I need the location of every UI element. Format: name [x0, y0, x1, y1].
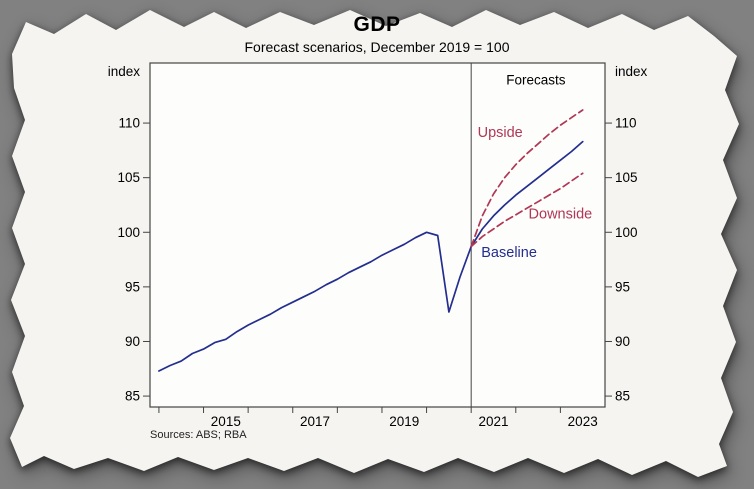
y-tick-label-right: 105 — [615, 170, 638, 185]
forecasts-label: Forecasts — [506, 72, 566, 87]
baseline-line — [470, 140, 584, 248]
y-tick-label-right: 85 — [615, 389, 630, 404]
y-tick-label-right: 110 — [615, 116, 637, 131]
x-tick-label: 2021 — [478, 414, 508, 429]
upside-line — [470, 109, 584, 248]
y-tick-label-left: 95 — [125, 279, 140, 294]
y-axis-unit-right: index — [615, 64, 648, 79]
y-axis-unit-left: index — [108, 64, 141, 79]
x-tick-label: 2017 — [300, 414, 330, 429]
x-tick-label: 2023 — [568, 414, 598, 429]
chart-subtitle: Forecast scenarios, December 2019 = 100 — [244, 39, 510, 55]
y-tick-label-left: 85 — [125, 389, 140, 404]
chart-title: GDP — [353, 13, 401, 36]
y-tick-label-left: 100 — [117, 225, 140, 240]
gdp-line-chart: 85 85 90 90 95 95 100 100 105 105 110 110 2015 2017 20… — [108, 62, 648, 429]
sources-note: Sources: ABS; RBA — [150, 429, 247, 441]
upside-label: Upside — [478, 125, 523, 141]
y-tick-label-left: 90 — [125, 334, 140, 349]
y-tick-label-right: 95 — [615, 279, 630, 294]
y-tick-label-right: 90 — [615, 334, 630, 349]
plot-border — [149, 62, 606, 408]
y-tick-label-left: 110 — [118, 116, 140, 131]
history-line — [158, 231, 473, 372]
y-tick-label-right: 100 — [615, 225, 638, 240]
x-tick-label: 2015 — [211, 414, 241, 429]
downside-label: Downside — [529, 207, 593, 223]
baseline-label: Baseline — [481, 245, 537, 261]
plot-background — [150, 63, 605, 407]
downside-line — [470, 172, 584, 248]
x-tick-label: 2019 — [389, 414, 419, 429]
y-tick-label-left: 105 — [117, 170, 140, 185]
chart-panel: GDP Forecast scenarios, December 2019 = … — [67, 12, 687, 441]
